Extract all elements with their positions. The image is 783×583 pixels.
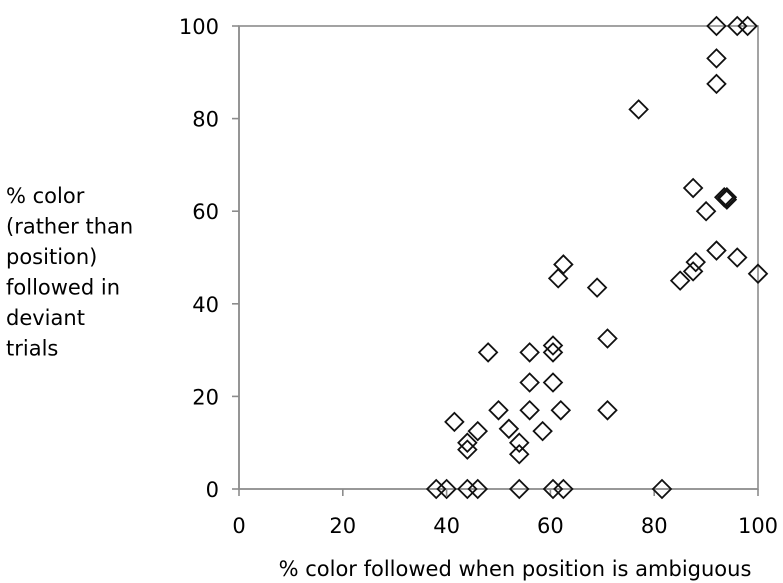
x-tick-label: 60 xyxy=(537,514,564,538)
data-point xyxy=(519,342,540,363)
y-tick-label: 0 xyxy=(206,478,219,502)
data-point xyxy=(706,15,727,37)
data-point xyxy=(444,411,465,433)
data-point xyxy=(425,478,447,500)
y-axis-title: % color (rather than position) followed in d… xyxy=(6,184,133,361)
data-point xyxy=(597,328,618,349)
data-point xyxy=(597,400,618,421)
data-point xyxy=(716,187,738,208)
data-point xyxy=(628,99,649,120)
data-point xyxy=(695,200,717,222)
x-tick-label: 0 xyxy=(232,514,245,538)
data-point xyxy=(682,177,704,199)
y-axis-title-line: followed in xyxy=(6,276,120,300)
data-point xyxy=(713,187,735,208)
data-point xyxy=(519,372,540,393)
y-tick-label: 100 xyxy=(179,15,219,39)
data-point xyxy=(519,400,540,421)
data-point xyxy=(706,73,727,95)
y-axis-title-line: % color xyxy=(6,184,85,208)
data-point xyxy=(747,263,769,284)
data-point xyxy=(436,478,457,500)
data-point xyxy=(508,478,530,500)
x-tick-label: 100 xyxy=(738,514,778,538)
y-tick-label: 60 xyxy=(192,200,219,224)
data-point xyxy=(457,432,478,453)
y-axis-ticks: 0 20 40 60 80 100 xyxy=(179,15,239,502)
y-tick-label: 40 xyxy=(192,293,219,317)
data-point xyxy=(726,247,748,268)
data-points xyxy=(425,15,769,500)
x-tick-label: 80 xyxy=(641,514,668,538)
data-point xyxy=(508,432,530,453)
x-tick-label: 40 xyxy=(433,514,460,538)
data-point xyxy=(586,277,608,298)
y-tick-label: 20 xyxy=(192,385,219,409)
data-point xyxy=(488,400,509,421)
y-axis-title-line: trials xyxy=(6,337,58,361)
data-point xyxy=(542,335,564,356)
data-point xyxy=(651,478,673,500)
data-point xyxy=(467,420,489,442)
data-point xyxy=(737,15,758,37)
data-point xyxy=(706,48,727,69)
x-axis-title: % color followed when position is ambigu… xyxy=(279,557,752,581)
data-point xyxy=(669,270,691,291)
data-point xyxy=(685,251,706,273)
y-axis-title-line: (rather than xyxy=(6,215,133,239)
data-point xyxy=(550,400,572,421)
data-point xyxy=(457,439,478,460)
y-axis-title-line: position) xyxy=(6,245,97,269)
data-point xyxy=(726,15,748,37)
data-point xyxy=(467,478,489,500)
data-point xyxy=(542,342,564,363)
data-point xyxy=(498,418,520,440)
data-point xyxy=(457,478,478,500)
y-axis-title-line: deviant xyxy=(6,306,85,330)
x-axis-ticks: 0 20 40 60 80 100 xyxy=(232,489,778,538)
data-point xyxy=(682,261,704,282)
data-point xyxy=(547,268,569,289)
x-tick-label: 20 xyxy=(329,514,356,538)
data-point xyxy=(706,240,727,261)
data-point xyxy=(508,444,530,465)
y-tick-label: 80 xyxy=(192,108,219,132)
data-point xyxy=(477,342,499,363)
data-point xyxy=(542,372,564,393)
data-point xyxy=(542,478,564,500)
data-point xyxy=(553,478,574,500)
data-point xyxy=(532,420,553,442)
